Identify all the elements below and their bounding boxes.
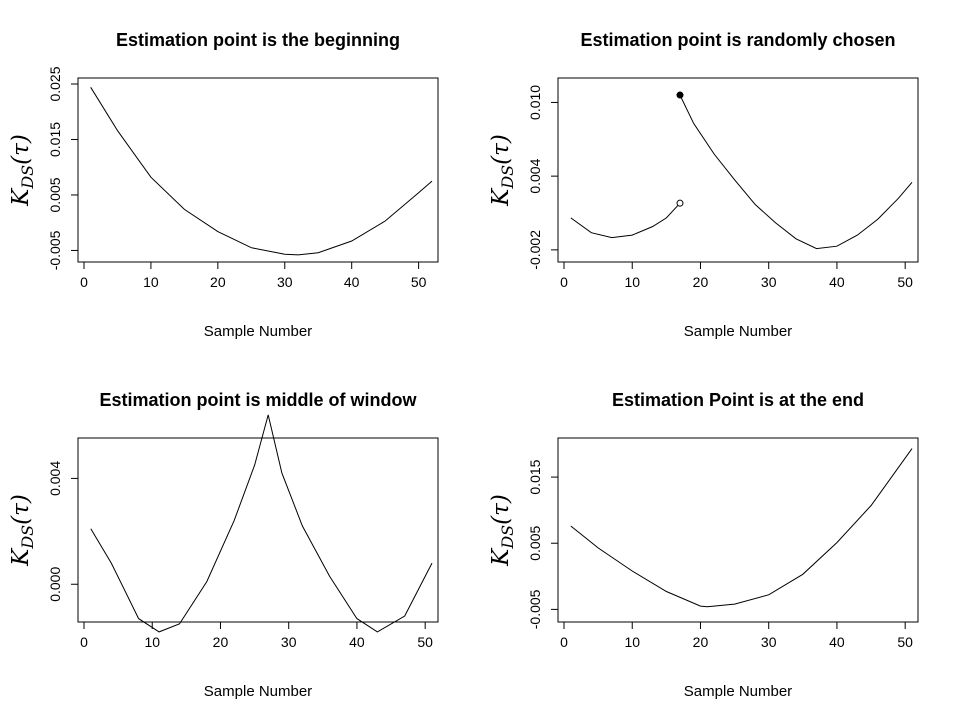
y-axis-label: KDS(τ)	[8, 494, 37, 567]
x-axis-label: Sample Number	[684, 683, 792, 700]
x-tick-label: 50	[897, 634, 913, 650]
y-tick-label: 0.004	[47, 461, 63, 496]
x-tick-label: 40	[349, 634, 365, 650]
series-line-1	[570, 202, 681, 239]
plot-frame	[557, 437, 919, 623]
x-tick-label: 0	[560, 274, 568, 290]
y-axis: 0.000 0.004	[47, 461, 79, 602]
x-tick-label: 0	[560, 634, 568, 650]
x-tick-label: 50	[411, 274, 427, 290]
y-axis: -0.005 0.005 0.015 0.025	[47, 66, 79, 270]
x-tick-label: 40	[829, 634, 845, 650]
x-axis: 0 10 20 30 40 50	[80, 621, 433, 650]
x-axis: 0 10 20 30 40 50	[80, 261, 427, 290]
x-tick-label: 20	[210, 274, 226, 290]
y-axis-label: KDS(τ)	[8, 134, 37, 207]
x-axis-label: Sample Number	[684, 323, 792, 340]
chart-title: Estimation point is the beginning	[116, 30, 400, 50]
x-tick-label: 20	[693, 634, 709, 650]
x-tick-label: 50	[417, 634, 433, 650]
x-axis-label: Sample Number	[204, 683, 312, 700]
x-axis-label: Sample Number	[204, 323, 312, 340]
y-tick-label: 0.005	[47, 177, 63, 212]
x-tick-label: 10	[144, 634, 160, 650]
panel-1: Estimation point is the beginning 0 10 20 30…	[8, 30, 439, 340]
series-line-2	[679, 94, 913, 250]
plot-frame	[77, 437, 439, 623]
chart-title: Estimation point is middle of window	[100, 390, 418, 410]
x-axis: 0 10 20 30 40 50	[560, 261, 913, 290]
y-tick-label: -0.002	[527, 230, 543, 270]
x-tick-label: 30	[761, 634, 777, 650]
x-tick-label: 20	[213, 634, 229, 650]
y-tick-label: 0.015	[527, 459, 543, 494]
y-tick-label: -0.005	[527, 589, 543, 629]
x-tick-label: 40	[829, 274, 845, 290]
y-tick-label: 0.005	[527, 526, 543, 561]
y-tick-label: 0.000	[47, 567, 63, 602]
chart-title: Estimation Point is at the end	[612, 390, 864, 410]
y-axis: -0.005 0.005 0.015	[527, 459, 559, 629]
x-tick-label: 10	[624, 274, 640, 290]
y-axis-label: KDS(τ)	[488, 494, 517, 567]
panel-3: Estimation point is middle of window 0 10 2…	[8, 390, 439, 700]
x-tick-label: 0	[80, 274, 88, 290]
y-axis-label: KDS(τ)	[488, 134, 517, 207]
x-tick-label: 10	[143, 274, 159, 290]
plot-frame	[77, 77, 439, 263]
plot-frame	[557, 77, 919, 263]
series-line-1	[90, 87, 433, 256]
x-tick-label: 30	[281, 634, 297, 650]
x-tick-label: 20	[693, 274, 709, 290]
x-tick-label: 10	[624, 634, 640, 650]
x-tick-label: 0	[80, 634, 88, 650]
open-point	[676, 199, 684, 207]
filled-point	[676, 91, 684, 99]
y-tick-label: -0.005	[47, 230, 63, 270]
x-tick-label: 40	[344, 274, 360, 290]
y-axis: -0.002 0.004 0.010	[527, 85, 559, 270]
y-tick-label: 0.025	[47, 66, 63, 101]
series-line-1	[570, 448, 913, 608]
x-tick-label: 30	[761, 274, 777, 290]
x-tick-label: 50	[897, 274, 913, 290]
y-tick-label: 0.004	[527, 158, 543, 193]
y-tick-label: 0.010	[527, 85, 543, 120]
x-tick-label: 30	[277, 274, 293, 290]
series-line-1	[90, 414, 433, 633]
chart-title: Estimation point is randomly chosen	[580, 30, 895, 50]
panel-4: Estimation Point is at the end 0 10 20 30 40 5…	[488, 390, 919, 700]
panel-2: Estimation point is randomly chosen 0 10 20…	[488, 30, 919, 340]
y-tick-label: 0.015	[47, 122, 63, 157]
x-axis: 0 10 20 30 40 50	[560, 621, 913, 650]
